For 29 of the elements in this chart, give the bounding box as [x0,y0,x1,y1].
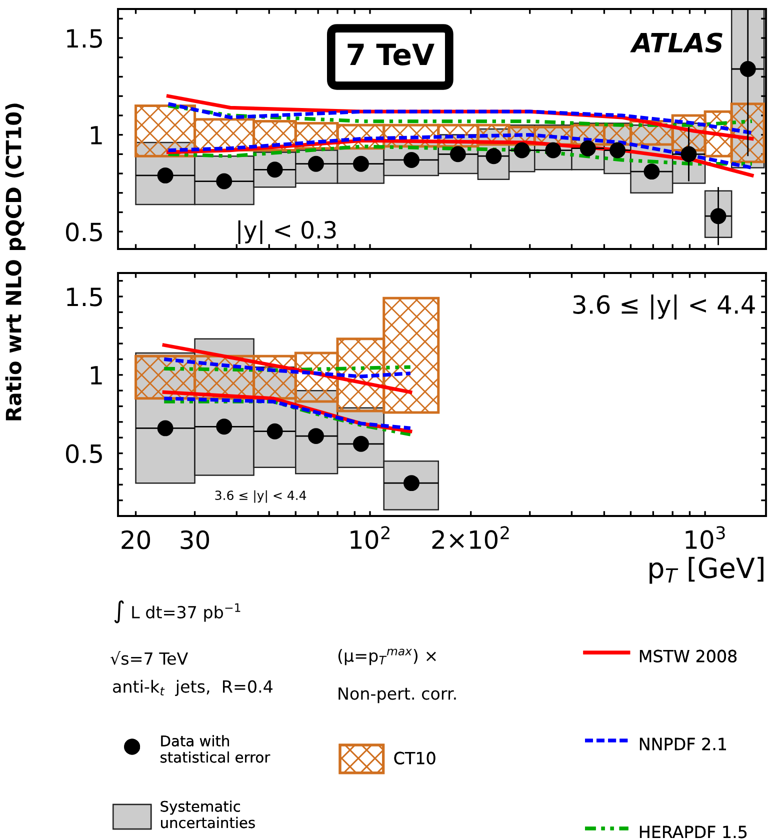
annotation: 3.6 ≤ |y| < 4.4 [573,294,755,320]
legend-label: Systematic uncertainties [160,800,255,828]
legend-label: MSTW 2008 [640,650,737,662]
text: anti-k$_{t}$ jets, R=0.4 [113,680,273,696]
text: √s=7 TeV [110,651,188,665]
y-axis-title: Ratio wrt NLO pQCD (CT10) [5,104,26,420]
text: Non-pert. corr. [338,687,456,704]
y-tick-label: 1 [90,366,102,384]
legend-label: HERAPDF 1.5 [640,826,747,838]
x-tick-label: 10$^{3}$ [686,526,725,550]
text: ∫ L dt=37 pb$^{−1}$ [114,600,240,624]
x-tick-label: 20 [122,530,150,550]
x-axis-title: p$_{T}$ [GeV] [650,556,764,584]
y-tick-label: 1.5 [67,288,102,306]
legend-label: CT10 [394,752,436,764]
annotation: ATLAS [630,32,722,53]
legend-label: NNPDF 2.1 [640,738,726,750]
text: (μ=p$_{T}$$^{max}$) × [338,648,436,666]
annotation: |y| < 0.3 [238,220,336,244]
y-tick-label: 0.5 [66,222,102,242]
annotation: 3.6 ≤ |y| < 4.4 [215,490,306,503]
annotation: 7 TeV [348,44,434,66]
y-tick-label: 1.5 [67,29,102,48]
x-tick-label: 30 [180,530,210,550]
y-tick-label: 0.5 [66,444,102,464]
x-tick-label: 2×10$^{2}$ [432,526,509,550]
legend-label: Data with statistical error [160,735,270,763]
y-tick-label: 1 [90,126,102,144]
x-tick-label: 10$^{2}$ [350,526,390,550]
